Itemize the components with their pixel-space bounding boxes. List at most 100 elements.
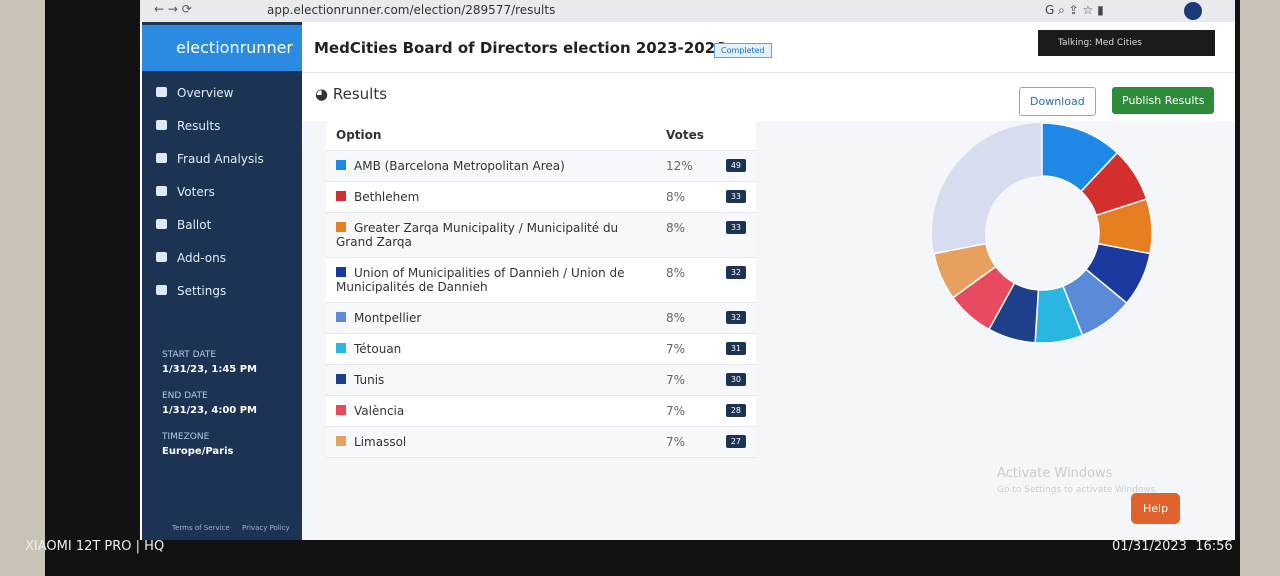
nav-icon <box>156 186 167 196</box>
option-name: Montpellier <box>354 311 422 325</box>
nav-item[interactable]: Overview <box>156 86 234 100</box>
privacy-link[interactable]: Privacy Policy <box>242 524 290 532</box>
option-cell: Montpellier <box>326 302 656 334</box>
color-swatch <box>336 267 346 277</box>
votes-cell: 32 <box>709 257 756 303</box>
download-button[interactable]: Download <box>1019 87 1096 116</box>
color-swatch <box>336 160 346 170</box>
votes-cell: 33 <box>709 212 756 258</box>
nav-item[interactable]: Voters <box>156 185 215 199</box>
nav-label: Settings <box>177 284 227 298</box>
votes-cell: 49 <box>709 150 756 182</box>
vote-count: 28 <box>725 404 746 417</box>
option-cell: Tétouan <box>326 333 656 365</box>
url[interactable]: app.electionrunner.com/election/289577/r… <box>267 3 556 17</box>
option-name: Tétouan <box>354 342 402 356</box>
color-swatch <box>336 191 346 201</box>
option-cell: Tunis <box>326 364 656 396</box>
nav-item[interactable]: Settings <box>156 284 226 298</box>
color-swatch <box>336 405 346 415</box>
nav-item[interactable]: Results <box>156 119 220 133</box>
table-row: Greater Zarqa Municipality / Municipalit… <box>326 212 756 258</box>
color-swatch <box>336 374 346 384</box>
table-row: València 7% 28 <box>326 395 756 427</box>
nav-label: Ballot <box>177 218 212 232</box>
laptop-bezel: ← → ⟳ app.electionrunner.com/election/28… <box>45 0 1240 576</box>
nav-icon <box>156 153 167 163</box>
info-label: START DATE <box>162 350 217 360</box>
info-label: TIMEZONE <box>162 432 210 442</box>
option-cell: Bethlehem <box>326 181 656 213</box>
table-row: Bethlehem 8% 33 <box>326 181 756 213</box>
color-swatch <box>336 436 346 446</box>
option-name: Bethlehem <box>354 190 420 204</box>
tooltip: Talking: Med Cities <box>1038 30 1215 56</box>
nav-icon <box>156 219 167 229</box>
color-swatch <box>336 343 346 353</box>
donut-segment <box>933 242 997 299</box>
nav-icon <box>156 120 167 130</box>
option-cell: AMB (Barcelona Metropolitan Area) <box>326 150 656 182</box>
status-badge: Completed <box>714 43 772 58</box>
votes-cell: 31 <box>709 333 756 365</box>
column-header: Votes <box>656 120 756 151</box>
nav-item[interactable]: Add-ons <box>156 251 226 265</box>
option-cell: València <box>326 395 656 427</box>
share-cell: 8% <box>656 257 710 303</box>
results-table: Option Votes AMB (Barcelona Metropolitan A… <box>326 120 756 458</box>
nav-item[interactable]: Fraud Analysis <box>156 152 264 166</box>
table-row: Montpellier 8% 32 <box>326 302 756 334</box>
nav-label: Voters <box>177 185 215 199</box>
nav-icon <box>156 252 167 262</box>
nav-icon <box>156 285 167 295</box>
results-title-text: Results <box>332 85 388 103</box>
share-cell: 7% <box>656 333 710 365</box>
sidebar: electionrunner Terms of Service Privacy … <box>142 22 302 540</box>
election-title: MedCities Board of Directors election 20… <box>314 39 748 57</box>
votes-cell: 32 <box>709 302 756 334</box>
avatar[interactable] <box>1184 2 1202 20</box>
nav-arrows[interactable]: ← → ⟳ <box>154 2 192 16</box>
help-button[interactable]: Help <box>1131 493 1181 524</box>
donut-chart <box>932 122 1153 344</box>
option-name: Tunis <box>354 373 385 387</box>
table-row: Tétouan 7% 31 <box>326 333 756 365</box>
table-row: Tunis 7% 30 <box>326 364 756 396</box>
table-row: Union of Municipalities of Dannieh / Uni… <box>326 257 756 303</box>
nav-label: Add-ons <box>177 251 226 265</box>
nav-icon <box>156 87 167 97</box>
table-header: Option Votes <box>326 120 756 151</box>
publish-button[interactable]: Publish Results <box>1112 87 1215 114</box>
screen: ← → ⟳ app.electionrunner.com/election/28… <box>140 0 1235 540</box>
option-name: AMB (Barcelona Metropolitan Area) <box>354 159 565 173</box>
vote-count: 30 <box>725 373 746 386</box>
option-name: Union of Municipalities of Dannieh / Uni… <box>336 266 625 294</box>
share-cell: 8% <box>656 181 710 213</box>
vote-count: 32 <box>725 311 746 324</box>
vote-count: 33 <box>725 190 746 203</box>
browser-bar: ← → ⟳ app.electionrunner.com/election/28… <box>140 0 1235 22</box>
share-cell: 7% <box>656 395 710 427</box>
watermark-title: Activate Windows <box>997 466 1113 481</box>
column-header: Option <box>326 120 656 151</box>
votes-cell: 33 <box>709 181 756 213</box>
browser-icons[interactable]: G ⌕ ⇪ ☆ ▮ <box>1045 3 1104 17</box>
terms-link[interactable]: Terms of Service <box>172 524 230 532</box>
vote-count: 31 <box>725 342 746 355</box>
votes-cell: 30 <box>709 364 756 396</box>
vote-count: 33 <box>725 221 746 234</box>
share-cell: 8% <box>656 302 710 334</box>
results-bar: ◕ Results Download Publish Results <box>302 73 1235 121</box>
option-name: Limassol <box>354 435 407 449</box>
watermark-text: Go to Settings to activate Windows. <box>997 485 1159 495</box>
votes-cell: 28 <box>709 395 756 427</box>
vote-count: 27 <box>725 435 746 448</box>
logo[interactable]: electionrunner <box>142 25 302 71</box>
option-cell: Union of Municipalities of Dannieh / Uni… <box>326 257 656 303</box>
nav-item[interactable]: Ballot <box>156 218 211 232</box>
table-row: Limassol 7% 27 <box>326 426 756 458</box>
camera-device: XIAOMI 12T PRO | HQ <box>25 539 165 554</box>
share-cell: 7% <box>656 364 710 396</box>
color-swatch <box>336 222 346 232</box>
